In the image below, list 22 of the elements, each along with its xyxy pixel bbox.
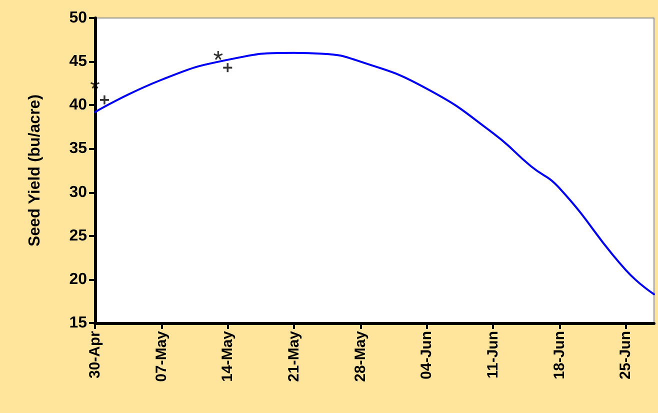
x-tick-label: 25-Jun bbox=[617, 331, 634, 380]
y-tick-label: 50 bbox=[69, 10, 88, 26]
x-tick-label: 21-May bbox=[285, 330, 302, 382]
x-tick-label: 28-May bbox=[352, 330, 369, 382]
y-tick-label: 25 bbox=[69, 227, 88, 244]
x-tick-label: 11-Jun bbox=[484, 331, 502, 379]
x-tick-label: 30-Apr bbox=[86, 330, 104, 379]
point bbox=[223, 63, 232, 72]
y-axis-title: Seed Yield (bu/acre) bbox=[26, 94, 44, 247]
y-tick-label: 35 bbox=[69, 140, 88, 158]
x-tick-label: 04-Jun bbox=[418, 331, 436, 380]
x-tick-label: 18-Jun bbox=[550, 331, 568, 380]
y-tick-label: 40 bbox=[69, 96, 88, 114]
point bbox=[100, 95, 109, 104]
y-tick-label: 45 bbox=[69, 53, 88, 70]
y-tick-label: 15 bbox=[69, 314, 88, 332]
x-tick-label: 07-May bbox=[152, 330, 170, 382]
point bbox=[214, 50, 223, 60]
line-series bbox=[94, 52, 655, 296]
x-tick-label: 14-May bbox=[219, 330, 236, 382]
y-tick-label: 20 bbox=[69, 270, 88, 288]
y-tick-label: 30 bbox=[69, 184, 88, 201]
